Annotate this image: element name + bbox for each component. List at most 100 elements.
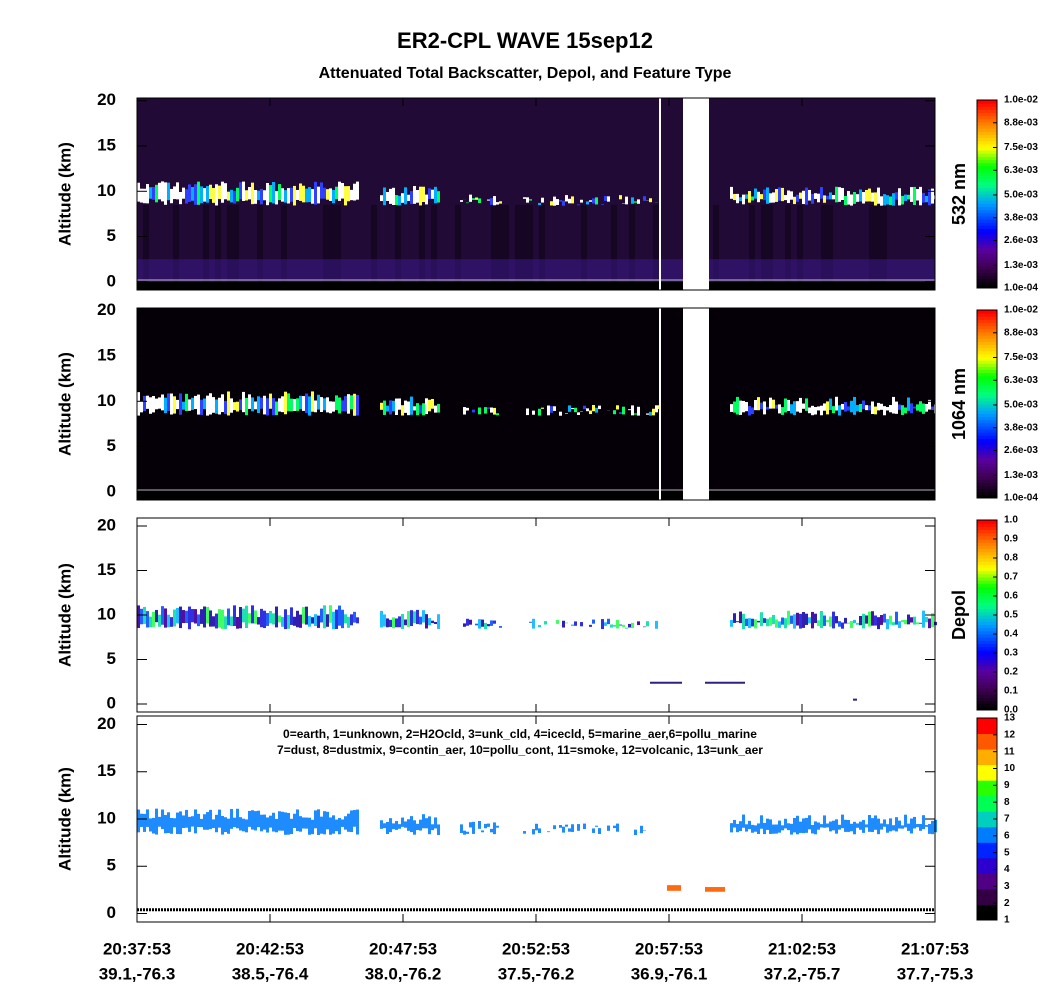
colorbar-cell — [977, 548, 997, 553]
curtain-cloud — [787, 823, 790, 831]
curtain-cloud — [571, 624, 574, 626]
curtain-cloud — [203, 398, 206, 410]
curtain-cloud — [287, 812, 290, 835]
curtain-cloud — [311, 189, 314, 204]
curtain-cloud — [922, 610, 925, 628]
curtain-cloud — [634, 413, 637, 415]
curtain-cloud — [278, 184, 281, 201]
colorbar-tick-label: 13 — [1004, 713, 1016, 724]
curtain-cloud — [733, 613, 736, 623]
colorbar-tick-label: 6 — [1004, 830, 1010, 841]
curtain-gap — [683, 308, 709, 500]
colorbar-cell — [977, 567, 997, 572]
curtain-cloud — [230, 189, 233, 203]
curtain-cloud — [269, 393, 272, 409]
curtain-cloud — [218, 397, 221, 415]
curtain-cloud — [206, 812, 209, 830]
curtain-cloud — [392, 823, 395, 830]
colorbar-cell — [977, 247, 997, 251]
curtain-cloud — [386, 192, 389, 201]
curtain-cloud — [625, 196, 628, 205]
curtain-cloud — [730, 620, 733, 627]
curtain-cloud — [413, 611, 416, 624]
curtain-cloud — [206, 606, 209, 624]
curtain-cloud — [889, 818, 892, 832]
curtain-cloud — [466, 618, 469, 626]
curtain-cloud — [799, 821, 802, 833]
colorbar-cell — [977, 429, 997, 433]
curtain-cloud — [293, 399, 296, 411]
colorbar-cell — [977, 432, 997, 436]
curtain-cloud — [407, 401, 410, 416]
curtain-cloud — [335, 819, 338, 832]
colorbar-cell — [977, 435, 997, 439]
curtain-cloud — [272, 812, 275, 832]
curtain-cloud — [475, 623, 478, 626]
curtain-cloud — [463, 623, 466, 627]
curtain-cloud — [568, 405, 571, 412]
y-axis-label: Altitude (km) — [55, 563, 74, 667]
curtain-cloud — [323, 187, 326, 199]
curtain-cloud — [556, 199, 559, 205]
curtain-cloud — [248, 613, 251, 623]
curtain-cloud — [305, 606, 308, 625]
curtain-shadow — [503, 204, 509, 282]
colorbar-cell — [977, 718, 997, 735]
curtain-cloud — [281, 811, 284, 831]
curtain-cloud — [865, 615, 868, 624]
x-tick-label: 20:57:53 — [635, 939, 703, 958]
curtain-cloud — [634, 201, 637, 203]
curtain-cloud — [425, 614, 428, 629]
curtain-cloud — [772, 399, 775, 409]
curtain-cloud — [907, 397, 910, 411]
colorbar-cell — [977, 131, 997, 135]
curtain-cloud — [269, 185, 272, 203]
curtain-cloud — [224, 616, 227, 629]
curtain-cloud — [925, 404, 928, 412]
curtain-cloud — [431, 620, 434, 624]
curtain-cloud — [410, 191, 413, 205]
curtain-cloud — [910, 617, 913, 623]
y-axis-label: Altitude (km) — [55, 767, 74, 871]
curtain-cloud — [380, 820, 383, 829]
curtain-cloud — [922, 403, 925, 414]
colorbar-tick-label: 0.1 — [1004, 686, 1018, 697]
colorbar-cell — [977, 422, 997, 427]
colorbar-cell — [977, 391, 997, 396]
curtain-cloud — [862, 192, 865, 204]
colorbar-cell — [977, 372, 997, 377]
curtain-cloud — [326, 614, 329, 627]
curtain-cloud — [176, 182, 179, 200]
curtain-cloud — [583, 405, 586, 410]
curtain-cloud — [490, 620, 493, 626]
curtain-cloud — [883, 406, 886, 416]
curtain-cloud — [553, 406, 556, 411]
curtain-cloud — [245, 605, 248, 628]
curtain-cloud — [850, 194, 853, 206]
curtain-cloud — [748, 191, 751, 203]
curtain-cloud — [212, 819, 215, 829]
curtain-cloud — [751, 407, 754, 414]
curtain-cloud — [158, 816, 161, 827]
colorbar-tick-label: 2.6e-03 — [1004, 235, 1038, 246]
curtain-cloud — [907, 194, 910, 200]
colorbar-cell — [977, 237, 997, 242]
curtain-cloud — [466, 831, 469, 834]
colorbar-cell — [977, 444, 997, 449]
colorbar-cell — [977, 128, 997, 132]
colorbar-cell — [977, 589, 997, 594]
curtain-cloud — [478, 820, 481, 829]
colorbar-cell — [977, 656, 997, 660]
curtain-cloud — [817, 193, 820, 203]
curtain-cloud — [838, 824, 841, 830]
x-tick-location: 38.0,-76.2 — [365, 964, 442, 983]
curtain-cloud — [619, 195, 622, 200]
curtain-cloud — [574, 407, 577, 413]
curtain-cloud — [811, 824, 814, 834]
colorbar-cell — [977, 165, 997, 170]
curtain-cloud — [416, 190, 419, 203]
curtain-cloud — [535, 823, 538, 831]
curtain-cloud — [314, 614, 317, 626]
curtain-cloud — [200, 399, 203, 415]
